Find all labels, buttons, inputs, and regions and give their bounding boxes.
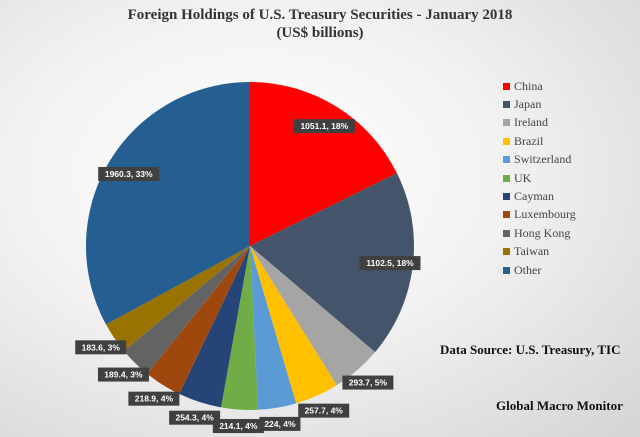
legend-swatch <box>503 248 510 256</box>
pie-slice-switzerland <box>250 246 297 410</box>
pie-slice-uk <box>221 246 258 410</box>
data-label: 254.3, 4% <box>169 410 221 425</box>
svg-text:218.9, 4%: 218.9, 4% <box>135 394 174 404</box>
legend-label: Ireland <box>514 115 548 130</box>
legend-swatch <box>503 137 510 145</box>
legend-item: Other <box>503 261 576 279</box>
pie-slice-japan <box>250 173 414 353</box>
legend-label: Hong Kong <box>514 225 571 240</box>
legend-label: Other <box>514 262 542 277</box>
legend-label: UK <box>514 170 532 185</box>
svg-text:1102.5, 18%: 1102.5, 18% <box>366 258 414 268</box>
legend-swatch <box>503 229 510 237</box>
data-source: Data Source: U.S. Treasury, TIC <box>440 342 621 357</box>
legend-item: Hong Kong <box>503 224 576 242</box>
legend-swatch <box>503 82 510 90</box>
legend-item: UK <box>503 169 576 187</box>
legend-item: Taiwan <box>503 243 576 261</box>
svg-text:189.4, 3%: 189.4, 3% <box>104 370 143 380</box>
data-label: 183.6, 3% <box>75 340 127 355</box>
legend-label: Switzerland <box>514 152 572 167</box>
data-label: 1960.3, 33% <box>98 167 160 182</box>
pie-slice-china <box>250 82 397 246</box>
legend-label: Taiwan <box>514 244 550 259</box>
legend-swatch <box>503 101 510 109</box>
subtitle-line: (US$ billions) <box>276 25 364 41</box>
data-label: 218.9, 4% <box>128 391 180 406</box>
pie-slice-taiwan <box>106 246 250 351</box>
legend-swatch <box>503 211 510 219</box>
legend-label: Cayman <box>514 189 554 204</box>
data-label: 224, 4% <box>259 416 301 431</box>
legend-swatch <box>503 174 510 182</box>
data-label: 1102.5, 18% <box>359 256 421 271</box>
pie-slice-hong-kong <box>123 246 250 374</box>
svg-text:1051.1, 18%: 1051.1, 18% <box>300 121 348 131</box>
legend-label: Luxembourg <box>514 207 576 222</box>
svg-text:1960.3, 33%: 1960.3, 33% <box>105 169 153 179</box>
legend-swatch <box>503 266 510 274</box>
legend-label: Brazil <box>514 133 544 148</box>
legend-item: Japan <box>503 95 576 113</box>
title-line: Foreign Holdings of U.S. Treasury Securi… <box>127 7 513 23</box>
data-label: 189.4, 3% <box>97 367 149 382</box>
legend-item: Luxembourg <box>503 206 576 224</box>
data-label: 293.7, 5% <box>342 375 394 390</box>
legend-item: Switzerland <box>503 151 576 169</box>
data-label: 214.1, 4% <box>212 419 264 434</box>
pie-slice-brazil <box>250 246 337 404</box>
pie-slice-other <box>85 82 250 325</box>
svg-text:257.7, 4%: 257.7, 4% <box>305 406 344 416</box>
legend-label: Japan <box>514 97 542 112</box>
legend-item: Ireland <box>503 114 576 132</box>
legend-swatch <box>503 156 510 164</box>
pie-slice-ireland <box>250 246 376 386</box>
pie-slice-luxembourg <box>147 246 250 394</box>
legend-item: Cayman <box>503 187 576 205</box>
legend-swatch <box>503 119 510 127</box>
legend-item: Brazil <box>503 132 576 150</box>
svg-text:214.1, 4%: 214.1, 4% <box>219 421 258 431</box>
legend-swatch <box>503 193 510 201</box>
legend-item: China <box>503 77 576 95</box>
svg-text:224, 4%: 224, 4% <box>264 419 296 429</box>
legend: China Japan Ireland Brazil Switzerland UK Caym… <box>503 77 576 279</box>
svg-text:254.3, 4%: 254.3, 4% <box>175 413 214 423</box>
pie-slice-cayman <box>179 246 250 408</box>
svg-text:293.7, 5%: 293.7, 5% <box>349 378 388 388</box>
legend-label: China <box>514 78 543 93</box>
data-label: 257.7, 4% <box>298 403 350 418</box>
data-label: 1051.1, 18% <box>293 119 355 134</box>
brand-label: Global Macro Monitor <box>496 398 623 413</box>
chart-title: Foreign Holdings of U.S. Treasury Securi… <box>0 6 640 42</box>
svg-text:183.6, 3%: 183.6, 3% <box>82 342 121 352</box>
